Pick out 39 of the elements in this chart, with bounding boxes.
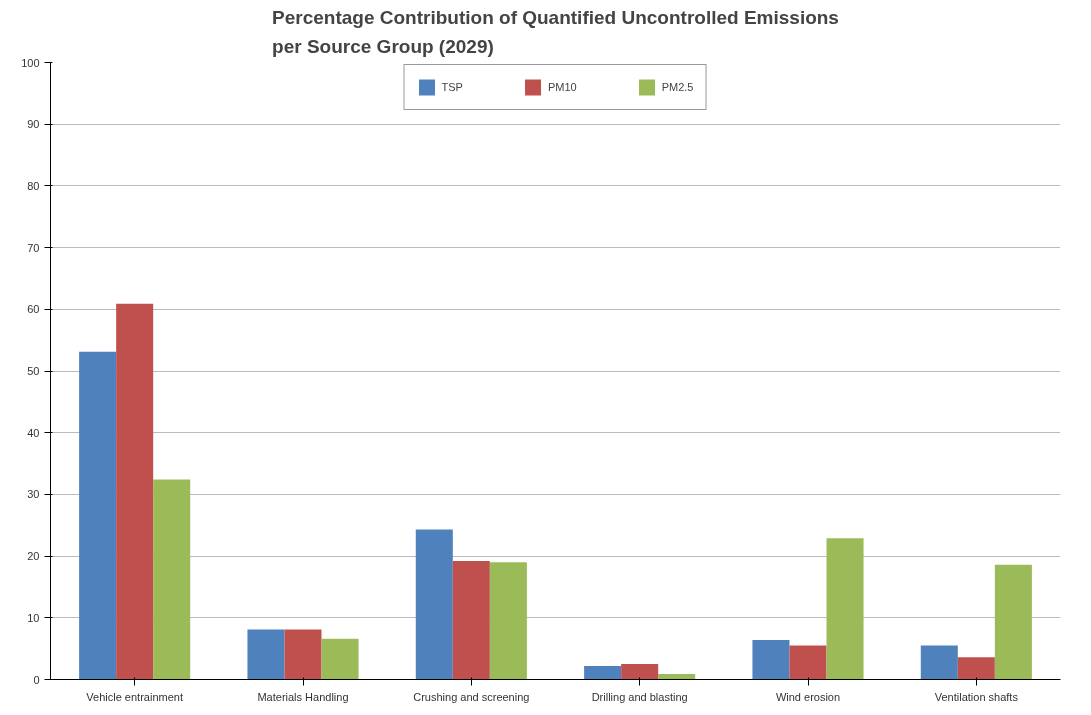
x-tick-label: Vehicle entrainment [86,690,183,703]
bar [957,657,995,680]
y-tick-label: 30 [27,488,40,501]
bar [489,562,527,680]
bar [79,351,117,680]
x-tick-label: Ventilation shafts [934,690,1019,703]
bar [920,645,958,680]
y-tick-label: 80 [27,179,40,192]
bar [994,564,1032,680]
x-tick-label: Crushing and screening [413,690,530,703]
y-tick-label: 40 [27,426,40,439]
bar [658,673,696,680]
legend-label: TSP [441,81,463,93]
bar [321,638,359,680]
y-tick-label: 90 [27,118,40,131]
x-tick-label: Drilling and blasting [591,690,688,703]
bar [584,665,622,680]
bar [621,664,659,680]
bar [247,629,285,680]
x-tick-label: Materials Handling [257,690,349,703]
bar [789,645,827,680]
chart-title: Percentage Contribution of Quantified Uncontrolled Emissions per Source Group (2029) [272,7,839,58]
bar [415,529,453,680]
x-tick-label: Wind erosion [775,690,841,703]
bar [153,479,191,680]
y-tick-label: 10 [27,611,40,624]
y-tick-label: 20 [27,550,40,563]
y-tick-label: 0 [33,673,40,686]
bar [116,303,154,680]
bar [284,629,322,680]
y-tick-label: 70 [27,241,40,254]
y-tick-label: 60 [27,303,40,316]
legend-label: PM2.5 [661,81,694,93]
bar [826,538,864,680]
y-tick-label: 100 [21,56,40,69]
bar [752,640,790,680]
legend-label: PM10 [547,81,577,93]
bar [452,561,490,680]
y-tick-label: 50 [27,365,40,377]
